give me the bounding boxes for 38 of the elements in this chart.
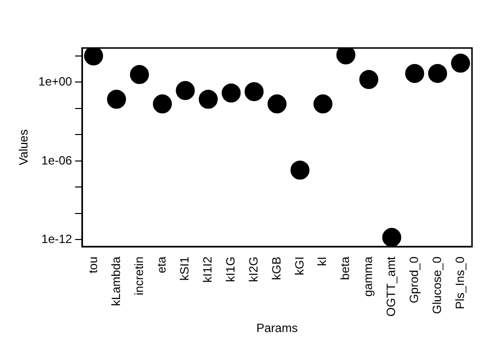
x-tick-label: Gprod_0	[406, 256, 421, 304]
x-tick-label: kI1G	[223, 256, 238, 282]
point	[198, 90, 218, 109]
point	[152, 94, 172, 114]
x-tick-label: kSI1	[178, 256, 192, 281]
point	[84, 48, 104, 66]
x-tick-label: kI	[315, 256, 330, 266]
y-tick-label: 1e+00	[38, 74, 72, 88]
x-tick-label: kLambda	[108, 256, 123, 306]
x-tick-label: eta	[154, 256, 169, 274]
point	[268, 94, 287, 114]
point	[176, 81, 195, 100]
y-tick-label: 1e-06	[41, 153, 72, 168]
point	[382, 228, 402, 247]
x-tick-label: Pls_Ins_0	[452, 256, 467, 310]
x-tick-label: beta	[338, 256, 352, 280]
x-tick-label: kI1I2	[200, 256, 215, 283]
point	[451, 54, 470, 73]
point	[428, 64, 448, 83]
y-axis-title: Values	[16, 129, 31, 166]
point	[405, 64, 424, 83]
y-tick-label: 1e-12	[41, 232, 72, 246]
point	[313, 94, 332, 114]
x-tick-label: kGB	[269, 256, 284, 280]
x-tick-label: kI2G	[246, 256, 260, 282]
point	[359, 70, 378, 89]
x-tick-label: kGI	[292, 256, 306, 276]
x-axis-title: Params	[256, 321, 298, 336]
point	[130, 65, 149, 84]
x-tick-label: gamma	[361, 256, 376, 297]
x-tick-label: Glucose_0	[430, 256, 444, 314]
x-tick-label: tou	[86, 256, 100, 274]
point	[290, 160, 310, 180]
x-tick-label: OGTT_amt	[384, 256, 398, 317]
point	[107, 90, 126, 109]
point	[222, 83, 241, 102]
point	[244, 82, 264, 102]
x-tick-label: incretin	[132, 256, 146, 296]
